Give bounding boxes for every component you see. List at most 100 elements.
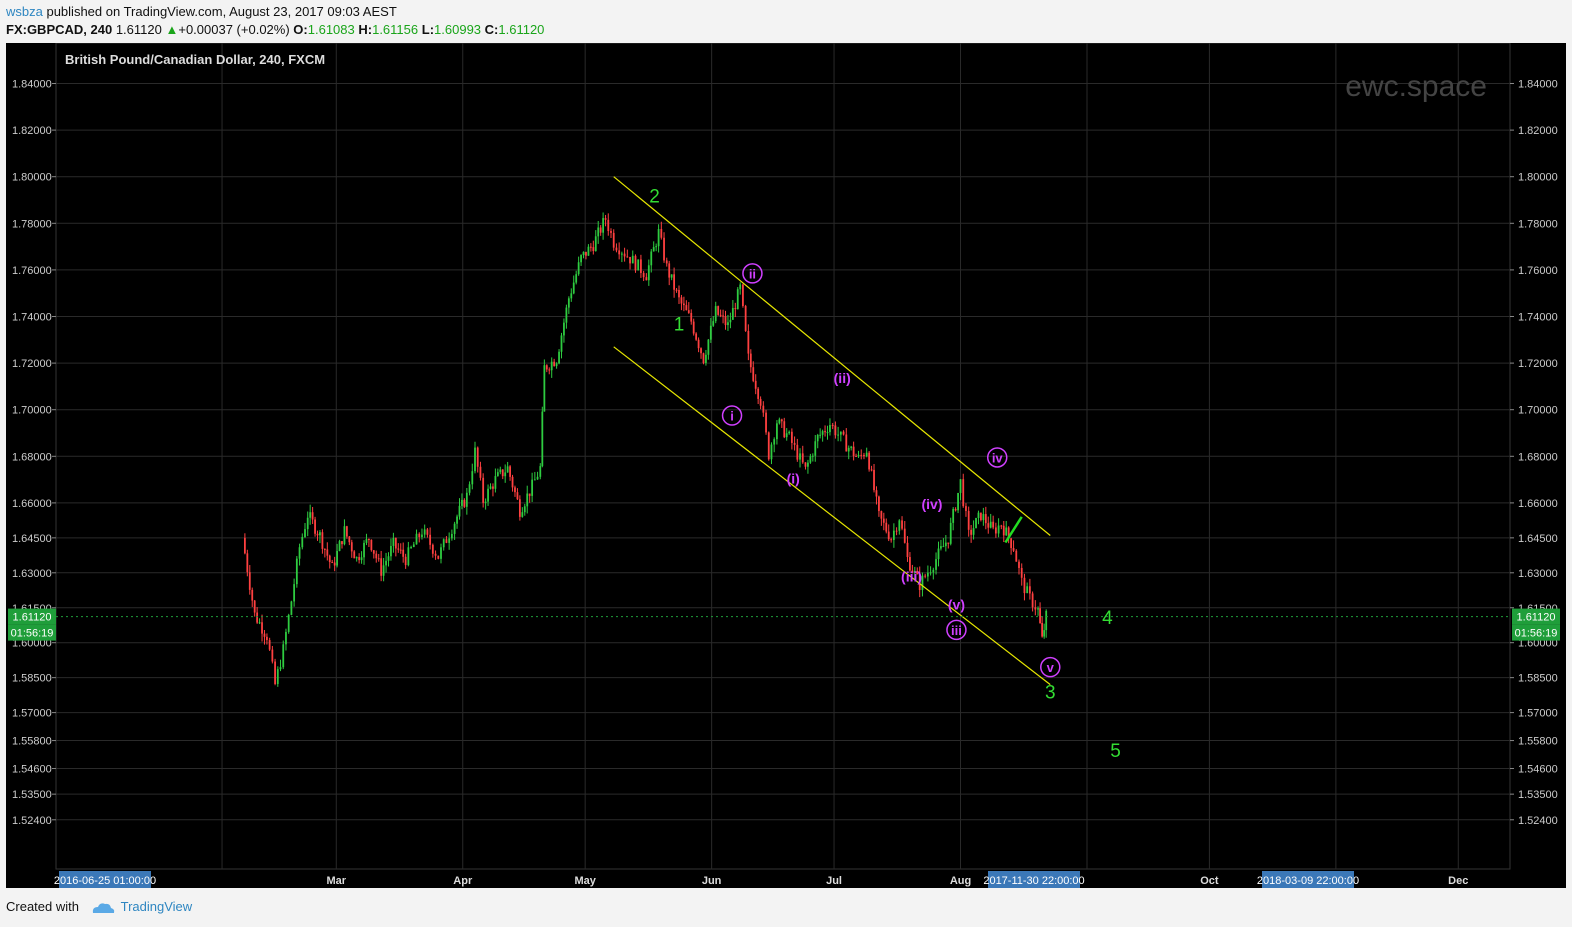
countdown-badge-left [8, 624, 56, 641]
candle-body [253, 600, 256, 613]
candle-body [468, 484, 471, 493]
x-tick-label: Oct [1200, 875, 1219, 887]
y-tick-label-right: 1.55800 [1518, 736, 1558, 748]
candles [243, 212, 1048, 687]
candle-body [437, 555, 440, 559]
candle-body [765, 412, 767, 433]
candle-body [555, 363, 558, 367]
candle-body [903, 528, 906, 543]
candle-body [276, 669, 279, 684]
candle-body [942, 546, 945, 548]
y-tick-label-right: 1.84000 [1518, 79, 1558, 91]
candle-body [984, 514, 987, 524]
candle-body [901, 520, 903, 529]
candle-body [306, 517, 309, 530]
candle-body [282, 644, 285, 668]
candle-body [882, 518, 885, 523]
y-tick-label-left: 1.63000 [12, 568, 52, 580]
candle-body [471, 471, 474, 485]
candle-body [429, 534, 432, 545]
candle-body [719, 314, 722, 316]
candle-body [845, 434, 848, 452]
candle-body [940, 546, 942, 549]
candle-body [804, 462, 807, 467]
candle-body [450, 533, 453, 539]
close-value: 1.61120 [498, 22, 545, 37]
candle-body [589, 246, 592, 248]
symbol-label: FX:GBPCAD, 240 [6, 22, 113, 37]
watermark: ewc.space [1345, 70, 1487, 103]
author-link[interactable]: wsbza [6, 4, 43, 19]
candle-body [819, 434, 822, 436]
candle-body [479, 466, 482, 478]
candle-body [747, 330, 750, 354]
candle-body [521, 512, 524, 517]
wave-label-minor: (iii) [901, 568, 922, 584]
grid [56, 43, 1510, 869]
candle-body [463, 499, 466, 507]
y-tick-label-left: 1.64500 [12, 533, 52, 545]
candle-body [967, 510, 970, 530]
candle-body [582, 251, 585, 256]
candle-body [675, 289, 678, 291]
candle-body [592, 247, 595, 252]
candle-body [575, 274, 578, 283]
y-tick-label-left: 1.55800 [12, 736, 52, 748]
close-label: C: [484, 22, 499, 37]
wave-label-minor: (v) [948, 596, 965, 612]
candle-body [762, 405, 765, 413]
candle-body [412, 544, 415, 548]
candle-body [801, 453, 804, 463]
candle-body [829, 425, 831, 433]
candle-body [663, 237, 665, 261]
y-tick-label-right: 1.82000 [1518, 125, 1558, 137]
candle-body [952, 509, 955, 523]
candle-body [977, 512, 980, 519]
candle-body [258, 622, 261, 624]
high-label: H: [358, 22, 373, 37]
candle-body [780, 419, 783, 422]
candle-body [343, 526, 346, 545]
candle-body [550, 361, 553, 371]
candle-body [526, 493, 529, 507]
candle-body [541, 411, 544, 467]
candle-body [752, 367, 755, 381]
candle-body [1012, 548, 1015, 551]
candle-body [826, 432, 829, 434]
candle-body [885, 522, 888, 532]
candle-body [926, 572, 929, 577]
tradingview-link[interactable]: TradingView [120, 899, 193, 914]
y-tick-label-left: 1.78000 [12, 218, 52, 230]
candle-body [602, 218, 605, 233]
candle-body [909, 557, 911, 571]
y-tick-label-right: 1.74000 [1518, 312, 1558, 324]
wave-label-circle [1040, 656, 1061, 678]
candle-body [1031, 593, 1034, 608]
candle-body [514, 487, 516, 493]
candle-body [243, 537, 246, 554]
candle-body [484, 501, 487, 503]
y-tick-label-left: 1.80000 [12, 172, 52, 184]
candle-body [790, 431, 793, 443]
candle-body [301, 536, 304, 548]
candle-body [261, 622, 263, 634]
candle-body [757, 388, 760, 399]
wave-label-major: 4 [1102, 608, 1113, 629]
last-price-label-right: 1.61120 [1517, 612, 1556, 624]
x-date-badge-label: 2016-06-25 01:00:00 [54, 875, 156, 887]
y-tick-label-right: 1.66000 [1518, 498, 1558, 510]
candle-body [799, 453, 801, 460]
candle-body [918, 574, 921, 591]
candle-body [994, 527, 997, 534]
candle-body [268, 640, 271, 650]
candle-body [285, 631, 287, 645]
wave-label-minor: iii [951, 623, 962, 638]
candle-body [700, 348, 702, 354]
candle-body [426, 529, 429, 535]
candle-body [251, 589, 254, 601]
candle-body [612, 232, 615, 248]
wave-label-circle [721, 405, 743, 426]
candle-body [831, 425, 834, 427]
candle-body [685, 305, 688, 311]
